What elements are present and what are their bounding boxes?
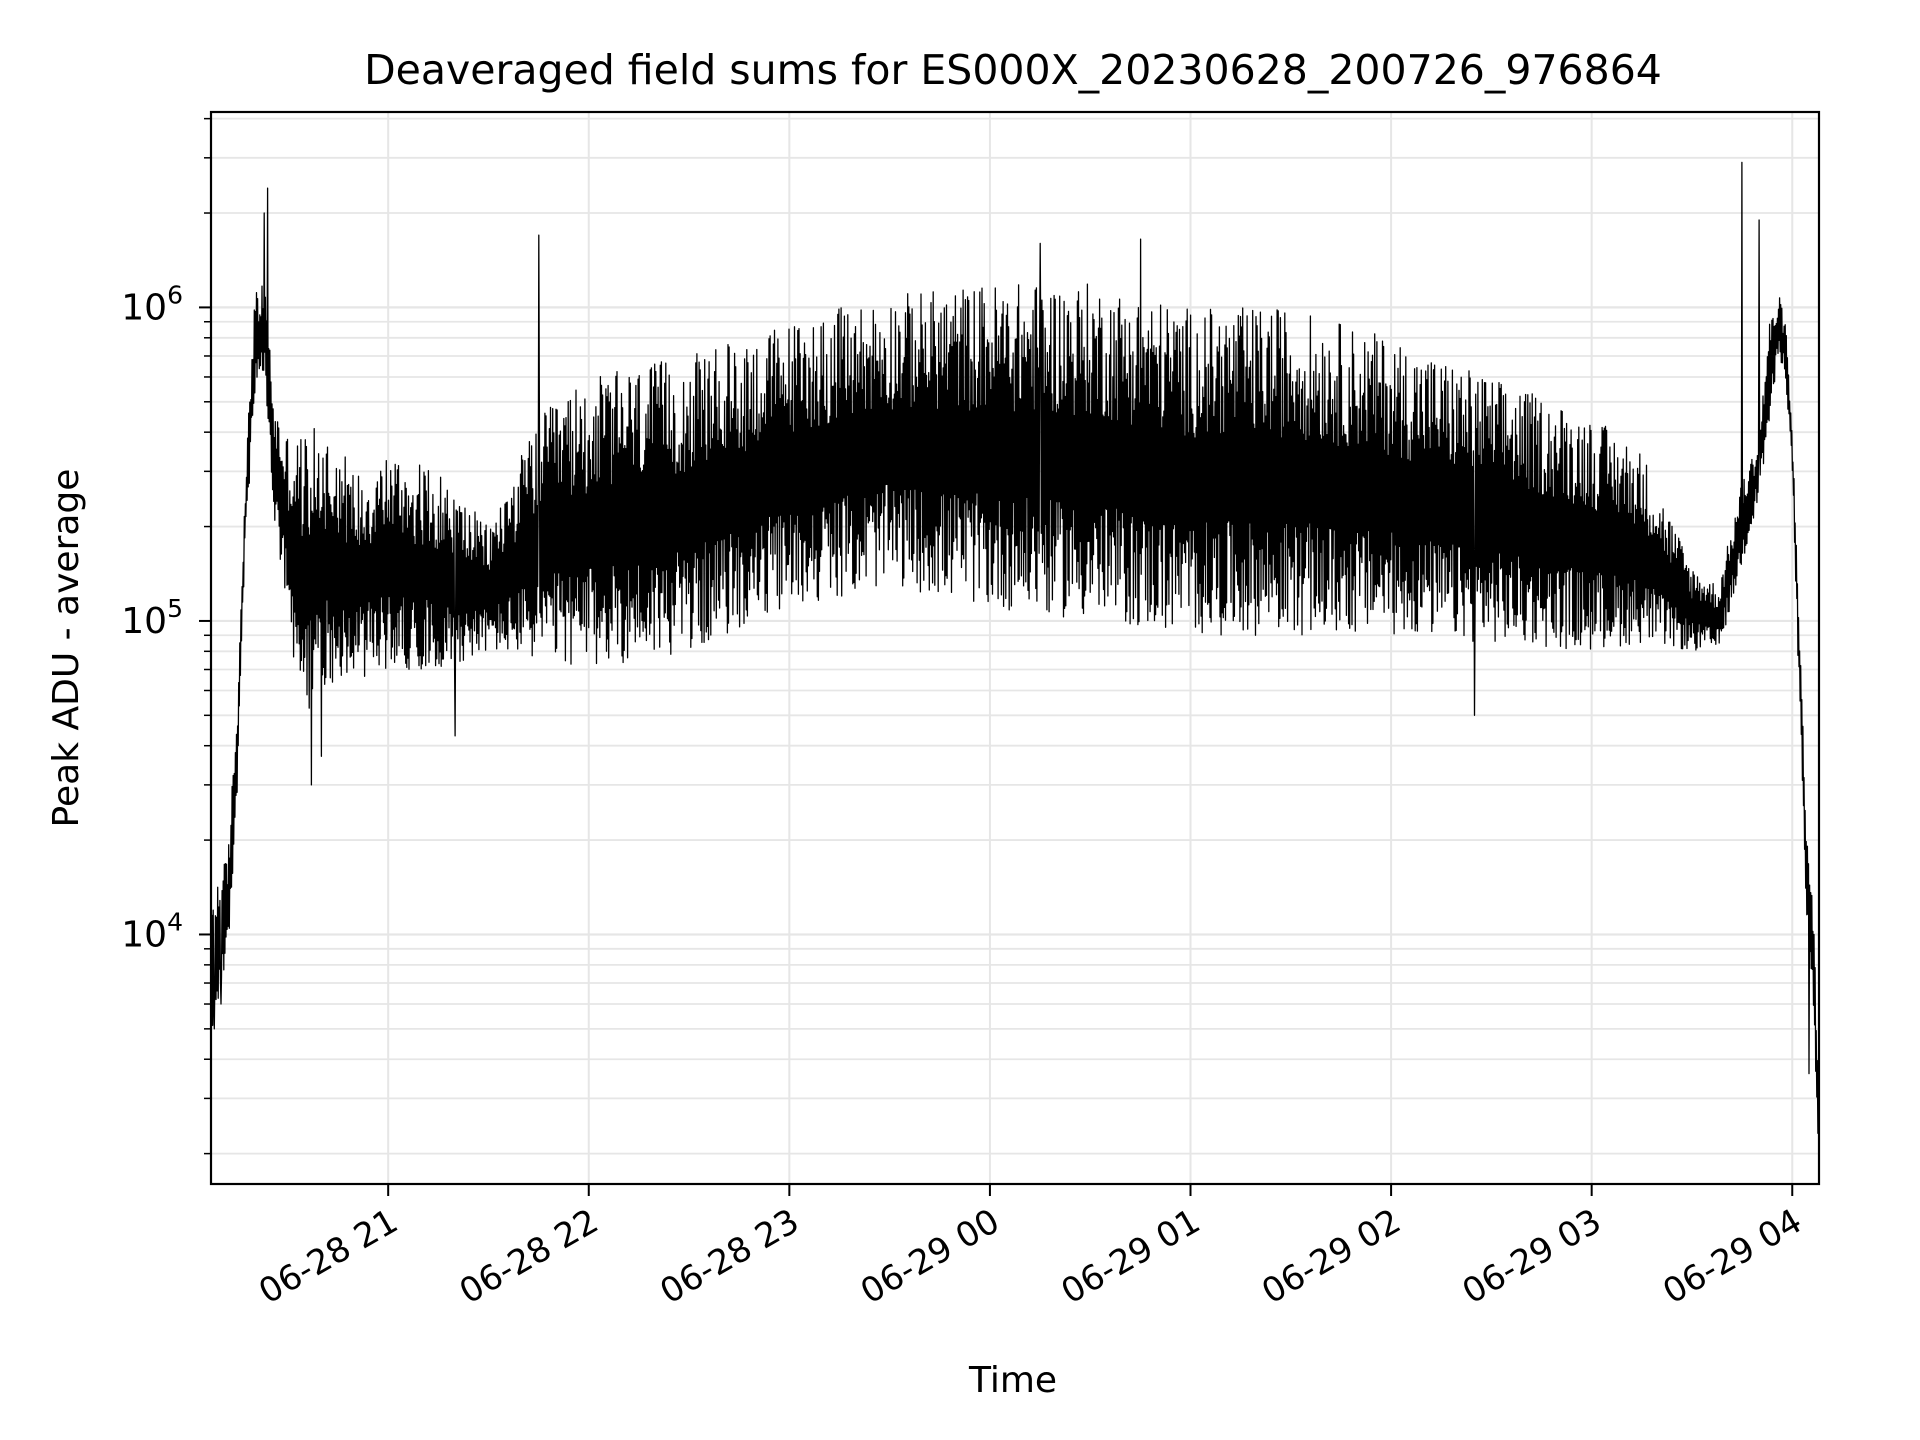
y-axis: 104 105 106 (121, 117, 211, 1155)
chart-title: Deaveraged field sums for ES000X_2023062… (364, 46, 1662, 94)
plot-frame (209, 110, 1821, 1186)
y-tick-label: 105 (121, 594, 183, 642)
x-axis-label: Time (968, 1360, 1057, 1401)
y-tick-label: 106 (121, 280, 183, 328)
y-tick-label: 104 (121, 907, 183, 955)
series-line (210, 161, 1820, 1141)
y-axis-label: Peak ADU - average (46, 469, 87, 828)
series-trace (210, 161, 1820, 1141)
